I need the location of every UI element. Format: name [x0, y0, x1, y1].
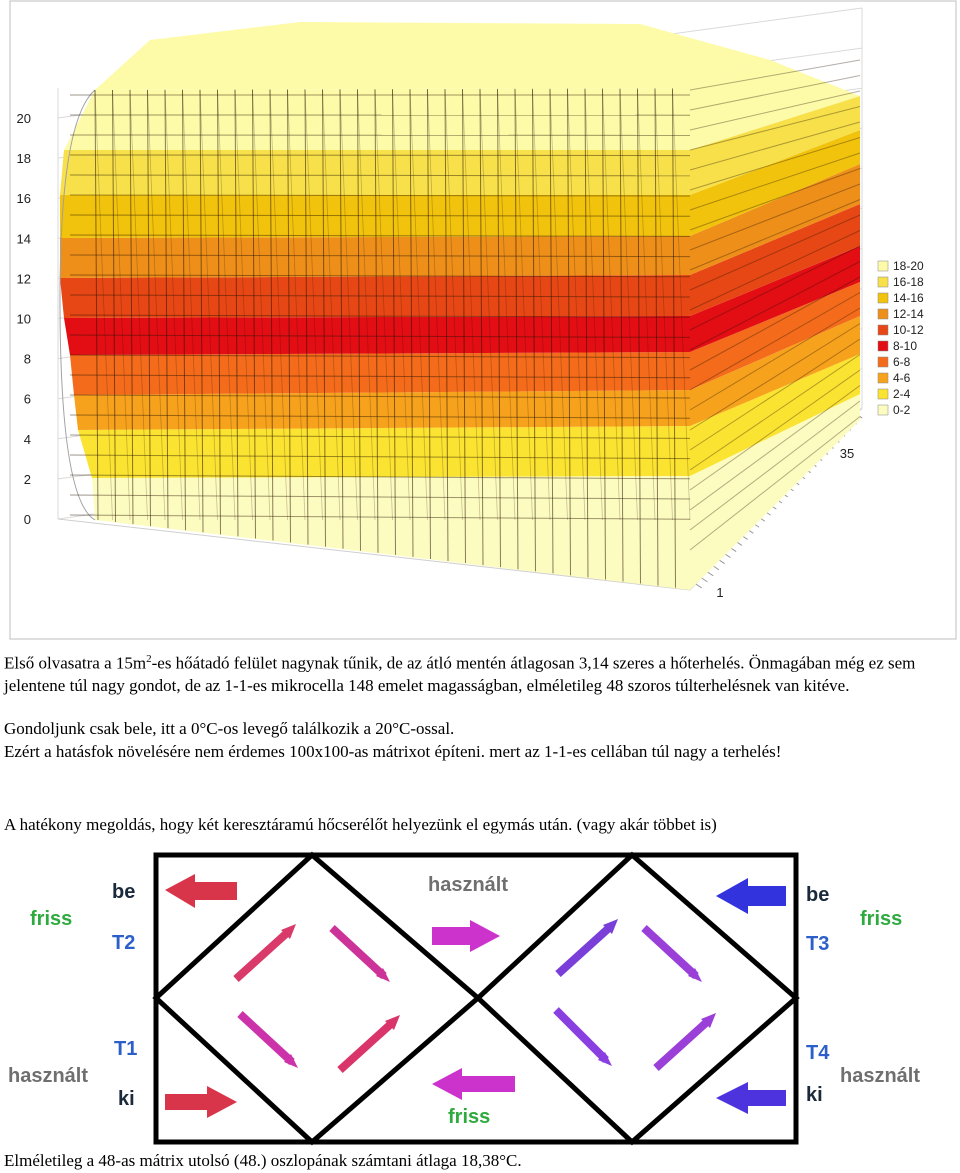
label-hasznalt-top: használt [428, 874, 508, 897]
label-t1: T1 [114, 1038, 137, 1061]
paragraph-1-start: Első olvasatra a 15m [4, 654, 146, 673]
z-tick-label: 12 [17, 271, 31, 286]
depth-tick-mark [696, 584, 702, 588]
z-tick-label: 4 [24, 432, 31, 447]
label-t3: T3 [806, 933, 829, 956]
z-tick-label: 20 [17, 111, 31, 126]
legend-swatch-12-14 [878, 309, 888, 319]
z-tick-label: 6 [24, 392, 31, 407]
label-ki-left: ki [118, 1088, 135, 1111]
label-hasznalt-left: használt [8, 1065, 88, 1088]
legend-swatch-16-18 [878, 277, 888, 287]
arrow-out-bottom-right-icon [716, 1082, 786, 1114]
legend-label-6-8: 6-8 [893, 355, 911, 369]
legend-swatch-6-8 [878, 357, 888, 367]
arrow-diagonal-right-3-icon [556, 1010, 612, 1066]
legend-label-14-16: 14-16 [893, 291, 924, 305]
legend-swatch-10-12 [878, 325, 888, 335]
legend-swatch-14-16 [878, 293, 888, 303]
surface-chart: 024681012141618201183518-2016-1814-1612-… [0, 0, 960, 645]
z-tick-label: 10 [17, 312, 31, 327]
paragraph-1: Első olvasatra a 15m2-es hőátadó felület… [4, 648, 954, 698]
arrow-in-top-right-icon [716, 878, 786, 914]
label-be-left: be [112, 881, 135, 904]
arrow-friss-bottom-icon [432, 1068, 515, 1100]
label-friss-bottom: friss [448, 1106, 490, 1129]
paragraph-4: A hatékony megoldás, hogy két keresztára… [4, 814, 954, 837]
legend-label-4-6: 4-6 [893, 371, 911, 385]
legend-swatch-8-10 [878, 341, 888, 351]
paragraph-3: Ezért a hatásfok növelésére nem érdemes … [4, 741, 954, 764]
arrow-in-bottom-left-icon [165, 1086, 237, 1118]
z-tick-label: 8 [24, 352, 31, 367]
arrow-diagonal-right-1-icon [558, 919, 618, 974]
label-friss-right: friss [860, 908, 902, 931]
depth-tick-mark [701, 578, 707, 582]
legend-label-18-20: 18-20 [893, 259, 924, 273]
label-t2: T2 [112, 932, 135, 955]
arrow-diagonal-left-1-icon [236, 924, 296, 979]
label-be-right: be [806, 884, 829, 907]
z-tick-label: 18 [17, 151, 31, 166]
paragraph-2: Gondoljunk csak bele, itt a 0°C-os leveg… [4, 718, 954, 741]
label-t4: T4 [806, 1042, 829, 1065]
arrow-out-top-left-icon [165, 874, 237, 908]
arrow-diagonal-left-4-icon [340, 1015, 400, 1070]
depth-tick-mark [707, 572, 713, 576]
surface-top [95, 22, 770, 90]
arrow-hasznalt-top-icon [432, 920, 500, 952]
surface-chart-svg: 024681012141618201183518-2016-1814-1612-… [0, 0, 960, 645]
legend-label-8-10: 8-10 [893, 339, 917, 353]
depth-tick-mark [713, 566, 719, 570]
z-tick-label: 14 [17, 231, 31, 246]
arrow-diagonal-left-2-icon [332, 928, 390, 982]
z-tick-label: 0 [24, 512, 31, 527]
label-hasznalt-right: használt [840, 1065, 920, 1088]
arrow-diagonal-right-4-icon [656, 1013, 716, 1068]
paragraph-5: Elméletileg a 48-as mátrix utolsó (48.) … [4, 1150, 954, 1173]
legend-label-2-4: 2-4 [893, 387, 911, 401]
label-friss-left: friss [30, 908, 72, 931]
depth-tick-label: 1 [716, 585, 723, 600]
legend-label-12-14: 12-14 [893, 307, 924, 321]
arrow-diagonal-left-3-icon [240, 1014, 298, 1068]
z-tick-label: 2 [24, 472, 31, 487]
legend-swatch-4-6 [878, 373, 888, 383]
z-tick-label: 16 [17, 191, 31, 206]
mesh-horizontal [70, 155, 690, 156]
legend-label-10-12: 10-12 [893, 323, 924, 337]
legend-swatch-0-2 [878, 405, 888, 415]
legend-swatch-18-20 [878, 261, 888, 271]
arrow-diagonal-right-2-icon [644, 928, 702, 982]
legend-swatch-2-4 [878, 389, 888, 399]
depth-tick-label: 35 [840, 446, 854, 461]
heat-exchanger-diagram: be friss T2 T1 használt ki használt fris… [0, 848, 960, 1150]
legend-label-0-2: 0-2 [893, 403, 911, 417]
label-ki-right: ki [806, 1084, 823, 1107]
legend-label-16-18: 16-18 [893, 275, 924, 289]
